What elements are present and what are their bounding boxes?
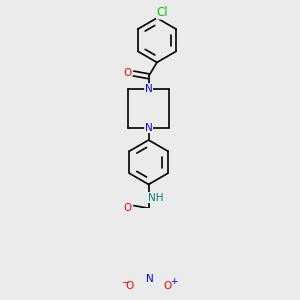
Text: −: − (121, 277, 128, 286)
Text: Cl: Cl (157, 6, 168, 19)
Text: O: O (124, 203, 132, 213)
Text: O: O (126, 281, 134, 291)
Text: N: N (146, 274, 154, 284)
Text: O: O (163, 281, 172, 291)
Text: NH: NH (148, 193, 163, 202)
Text: N: N (145, 84, 152, 94)
Text: N: N (145, 123, 152, 133)
Text: O: O (124, 68, 132, 79)
Text: +: + (170, 277, 177, 286)
